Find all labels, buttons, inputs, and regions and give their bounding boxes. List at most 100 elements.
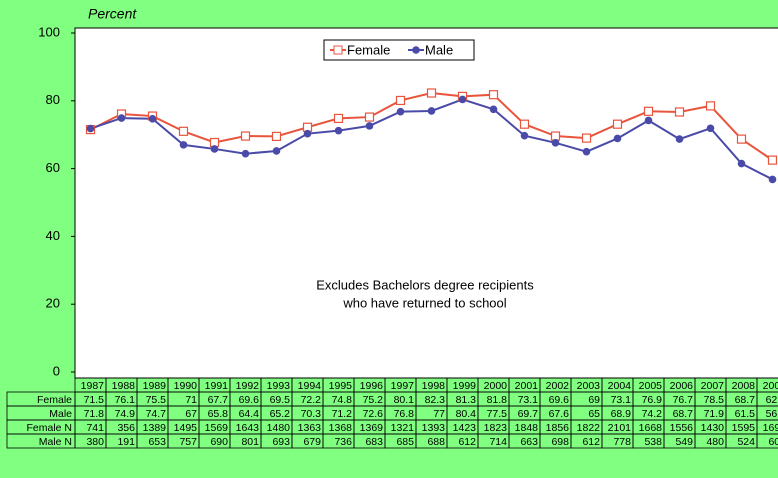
marker [737, 159, 746, 168]
table-value: 736 [334, 436, 352, 448]
legend: Female Male [323, 39, 475, 61]
table-value: 56.8 [766, 408, 778, 420]
table-value: 2101 [608, 422, 632, 434]
table-value: 1423 [453, 422, 477, 434]
table-value: 698 [551, 436, 569, 448]
table-value: 1595 [732, 422, 756, 434]
table-value: 81.8 [487, 394, 508, 406]
marker [395, 95, 406, 106]
table-value: 685 [396, 436, 414, 448]
marker [271, 131, 282, 141]
table-value: 77.5 [487, 408, 508, 420]
table-year: 2007 [701, 380, 725, 392]
table-value: 1643 [236, 422, 260, 434]
y-tick-label: 80 [46, 92, 60, 107]
table-value: 356 [117, 422, 135, 434]
table-value: 68.9 [611, 408, 632, 420]
marker [675, 135, 684, 143]
table-year: 1993 [267, 380, 291, 392]
marker [643, 106, 654, 116]
table-value: 191 [117, 436, 135, 448]
table-value: 741 [86, 422, 104, 434]
table-value: 1389 [143, 422, 167, 434]
table-value: 69.5 [270, 394, 291, 406]
marker [210, 145, 219, 153]
table-cell [756, 433, 778, 449]
marker [489, 105, 498, 114]
table-year: 2000 [484, 380, 508, 392]
table-value: 1321 [391, 422, 415, 434]
table-value: 80.1 [394, 394, 415, 406]
table-year: 1995 [329, 380, 353, 392]
table-year: 2004 [608, 380, 632, 392]
marker [582, 147, 591, 156]
table-value: 1480 [267, 422, 291, 434]
table-row-label: Male [49, 408, 72, 420]
table-value: 71.5 [84, 394, 105, 406]
table-year: 2009 [763, 380, 778, 392]
y-axis-label: Percent [88, 6, 137, 22]
table-value: 757 [179, 436, 197, 448]
table-value: 1856 [546, 422, 570, 434]
plot-area [74, 27, 778, 379]
table-year: 1999 [453, 380, 477, 392]
marker [705, 101, 716, 111]
table-value: 68.7 [735, 394, 756, 406]
table-row-label: Female N [26, 422, 72, 434]
marker [86, 124, 95, 133]
table-value: 65.2 [270, 408, 291, 420]
table-value: 480 [706, 436, 724, 448]
table-row-label: Male N [39, 436, 72, 448]
table-value: 69.6 [549, 394, 570, 406]
marker [458, 95, 467, 104]
table-value: 75.5 [146, 394, 167, 406]
table-value: 76.8 [394, 408, 415, 420]
table-value: 61.5 [735, 408, 756, 420]
marker [551, 139, 560, 147]
y-tick-label: 20 [46, 296, 60, 311]
table-year: 1997 [391, 380, 415, 392]
table-value: 72.6 [363, 408, 384, 420]
marker [767, 155, 778, 165]
table-year: 2006 [670, 380, 694, 392]
table-value: 74.7 [146, 408, 167, 420]
table-value: 612 [582, 436, 600, 448]
table-value: 683 [365, 436, 383, 448]
table-value: 64.4 [239, 408, 260, 420]
marker [365, 122, 374, 130]
table-value: 1848 [515, 422, 539, 434]
marker [768, 175, 777, 184]
legend-marker [333, 45, 343, 55]
table-value: 693 [272, 436, 290, 448]
marker [427, 107, 436, 115]
marker [674, 107, 685, 117]
marker [178, 126, 189, 136]
table-year: 1996 [360, 380, 384, 392]
marker [148, 114, 157, 123]
table-year: 2001 [515, 380, 539, 392]
marker [396, 107, 405, 116]
marker [519, 119, 530, 129]
table-value: 1695 [763, 422, 778, 434]
table-value: 71.2 [332, 408, 353, 420]
annotation: who have returned to school [342, 295, 506, 310]
marker [612, 119, 623, 129]
table-value: 538 [644, 436, 662, 448]
table-value: 78.5 [704, 394, 725, 406]
table-value: 549 [675, 436, 693, 448]
table-value: 82.3 [425, 394, 446, 406]
table-value: 74.2 [642, 408, 663, 420]
table-value: 68.7 [673, 408, 694, 420]
marker [303, 129, 312, 138]
table-value: 604 [768, 436, 778, 448]
legend-label: Male [425, 42, 453, 57]
y-tick-label: 60 [46, 160, 60, 175]
table-value: 524 [737, 436, 755, 448]
table-year: 1988 [112, 380, 136, 392]
table-value: 76.7 [673, 394, 694, 406]
marker [613, 134, 622, 143]
table-value: 65 [588, 408, 600, 420]
table-value: 1823 [484, 422, 508, 434]
table-value: 74.9 [115, 408, 136, 420]
